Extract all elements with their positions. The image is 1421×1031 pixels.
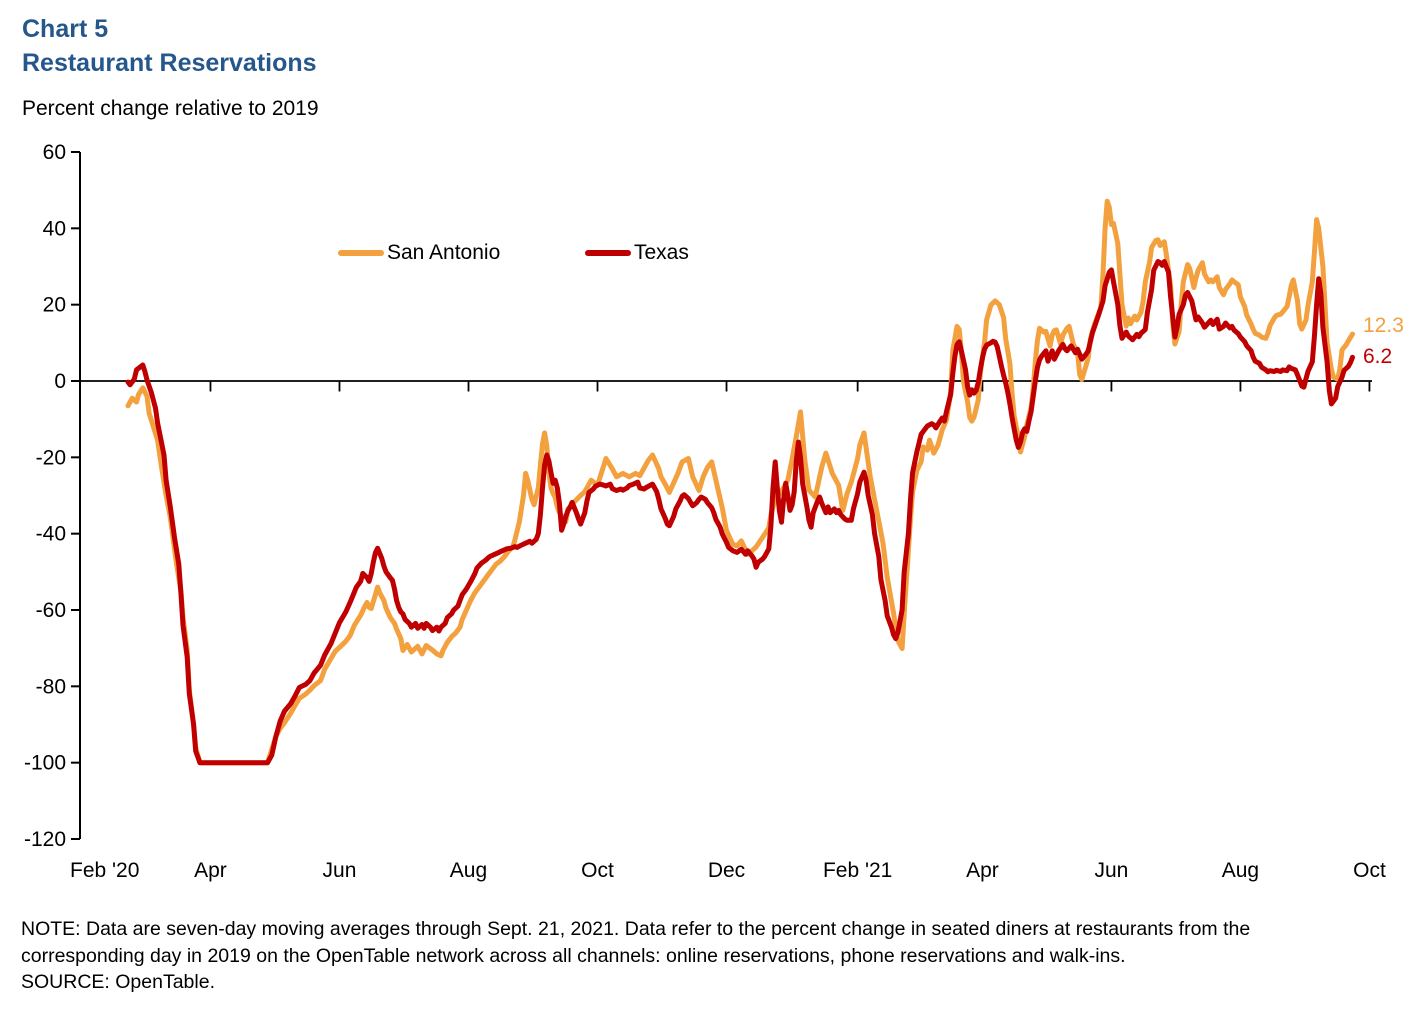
end-value-label-san-antonio: 12.3 bbox=[1363, 314, 1404, 337]
note-text: NOTE: Data are seven-day moving averages… bbox=[21, 918, 1251, 967]
x-axis-tick-label: Dec bbox=[708, 859, 745, 882]
texas-line-swatch-icon bbox=[585, 250, 631, 256]
source-text: SOURCE: OpenTable. bbox=[21, 971, 216, 993]
y-axis-tick-label: 0 bbox=[54, 370, 66, 393]
legend-item-texas: Texas bbox=[585, 241, 689, 265]
x-axis-tick-label: Jun bbox=[323, 859, 357, 882]
series-line-texas bbox=[125, 259, 1355, 766]
y-axis-tick-label: -40 bbox=[36, 523, 66, 546]
y-axis-tick-label: 20 bbox=[43, 294, 66, 317]
y-axis-tick-label: 40 bbox=[43, 217, 66, 240]
x-axis-tick-label: Apr bbox=[966, 859, 999, 882]
x-axis-tick-label: Aug bbox=[450, 859, 487, 882]
legend-label-san-antonio: San Antonio bbox=[387, 241, 501, 264]
x-axis-tick-label: Oct bbox=[581, 859, 614, 882]
page-title: Chart 5 Restaurant Reservations bbox=[22, 12, 317, 80]
y-axis-units-label: Percent change relative to 2019 bbox=[22, 97, 319, 120]
x-axis-tick-label: Aug bbox=[1222, 859, 1259, 882]
y-axis-tick-label: -20 bbox=[36, 446, 66, 469]
y-axis-tick-label: -80 bbox=[36, 675, 66, 698]
chart-number: Chart 5 bbox=[22, 15, 109, 43]
legend-label-texas: Texas bbox=[634, 241, 689, 264]
end-value-label-texas: 6.2 bbox=[1363, 345, 1393, 368]
series-line-san-antonio bbox=[125, 198, 1355, 766]
x-axis-tick-label: Oct bbox=[1353, 859, 1386, 882]
y-axis-tick-label: -100 bbox=[24, 752, 66, 775]
chart-name: Restaurant Reservations bbox=[22, 49, 317, 77]
y-axis-tick-label: -60 bbox=[36, 599, 66, 622]
san-antonio-line-swatch-icon bbox=[338, 250, 384, 256]
note-block: NOTE: Data are seven-day moving averages… bbox=[21, 916, 1366, 996]
legend-item-san-antonio: San Antonio bbox=[338, 241, 500, 265]
y-axis-tick-label: -120 bbox=[24, 828, 66, 851]
x-axis-tick-label: Feb '20 bbox=[70, 859, 139, 882]
x-axis-tick-label: Jun bbox=[1094, 859, 1128, 882]
y-axis-tick-label: 60 bbox=[43, 141, 66, 164]
x-axis-tick-label: Apr bbox=[194, 859, 227, 882]
x-axis-tick-label: Feb '21 bbox=[823, 859, 892, 882]
